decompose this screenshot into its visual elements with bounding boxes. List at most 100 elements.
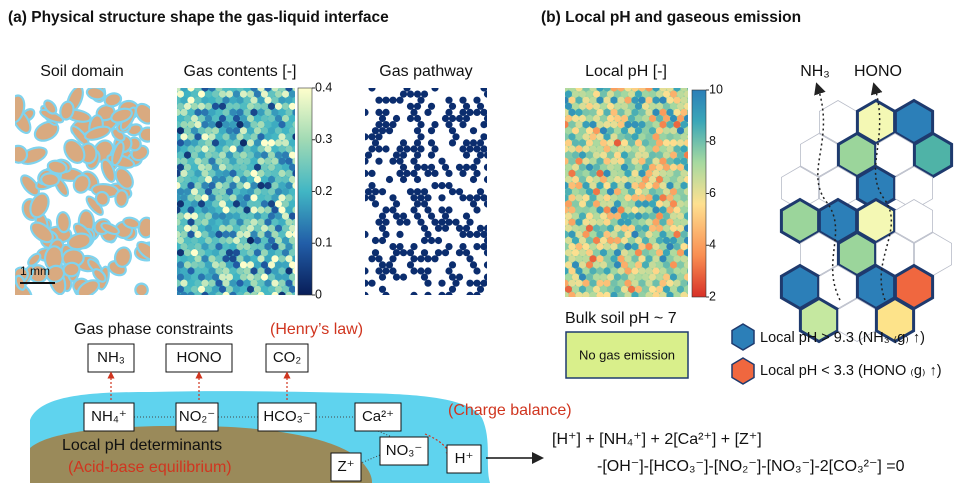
- cell: [572, 91, 579, 98]
- cell: [361, 280, 368, 287]
- cell: [289, 139, 296, 146]
- cell: [684, 213, 691, 220]
- cell: [229, 133, 236, 140]
- cell: [607, 176, 614, 183]
- species: NO₂⁻: [179, 408, 215, 425]
- cell: [407, 115, 414, 122]
- cell: [410, 170, 417, 177]
- cell: [635, 274, 642, 281]
- cell: [645, 206, 652, 213]
- cell: [614, 139, 621, 146]
- cell: [621, 213, 628, 220]
- cell: [184, 103, 191, 110]
- cell: [229, 231, 236, 238]
- cell: [617, 121, 624, 128]
- cell: [610, 255, 617, 262]
- cell: [208, 267, 215, 274]
- cell: [261, 115, 268, 122]
- cell: [624, 133, 631, 140]
- cell: [666, 280, 673, 287]
- cell: [631, 97, 638, 104]
- cell: [656, 213, 663, 220]
- cell: [285, 109, 292, 116]
- cell: [372, 139, 379, 146]
- cell: [261, 139, 268, 146]
- cell: [638, 182, 645, 189]
- cell: [229, 170, 236, 177]
- cell: [565, 225, 572, 232]
- cell: [589, 194, 596, 201]
- cell: [680, 133, 687, 140]
- cell: [652, 194, 659, 201]
- cell: [586, 103, 593, 110]
- cell: [414, 176, 421, 183]
- cell: [268, 237, 275, 244]
- cell: [575, 84, 582, 91]
- cell: [621, 164, 628, 171]
- tick-label: 0.4: [315, 80, 332, 94]
- cell: [659, 133, 666, 140]
- cell: [264, 133, 271, 140]
- cell: [361, 133, 368, 140]
- cell: [282, 213, 289, 220]
- cell: [247, 188, 254, 195]
- cell: [659, 206, 666, 213]
- cell: [282, 152, 289, 159]
- cell: [208, 133, 215, 140]
- cell: [589, 170, 596, 177]
- cell: [233, 176, 240, 183]
- cell: [375, 97, 382, 104]
- cell: [452, 280, 459, 287]
- cell: [201, 145, 208, 152]
- cell: [173, 170, 180, 177]
- cell: [271, 109, 278, 116]
- cell: [663, 164, 670, 171]
- cell: [177, 261, 184, 268]
- cell: [282, 164, 289, 171]
- cell: [421, 225, 428, 232]
- cell: [428, 139, 435, 146]
- cell: [250, 121, 257, 128]
- cell: [480, 84, 487, 91]
- cell: [275, 188, 282, 195]
- cell: [561, 97, 568, 104]
- cell: [375, 133, 382, 140]
- cell: [229, 280, 236, 287]
- cell: [624, 267, 631, 274]
- cell: [219, 213, 226, 220]
- cell: [631, 84, 638, 91]
- cell: [642, 188, 649, 195]
- cell: [614, 127, 621, 134]
- cell: [257, 121, 264, 128]
- cell: [261, 237, 268, 244]
- cell: [635, 91, 642, 98]
- cell: [229, 121, 236, 128]
- cell: [410, 292, 417, 299]
- cell: [278, 231, 285, 238]
- cell: [240, 127, 247, 134]
- cell: [572, 176, 579, 183]
- cell: [614, 213, 621, 220]
- cell: [568, 231, 575, 238]
- section-note: (Charge balance): [448, 402, 572, 419]
- cell: [607, 152, 614, 159]
- cell: [631, 194, 638, 201]
- cell: [589, 280, 596, 287]
- cell: [289, 127, 296, 134]
- cell: [278, 170, 285, 177]
- cell: [177, 164, 184, 171]
- cell: [677, 261, 684, 268]
- cell: [240, 115, 247, 122]
- cell: [414, 152, 421, 159]
- panel-title: (b) Local pH and gaseous emission: [541, 9, 801, 26]
- cell: [593, 286, 600, 293]
- cell: [243, 280, 250, 287]
- cell: [254, 213, 261, 220]
- cell: [473, 109, 480, 116]
- cell: [652, 97, 659, 104]
- cell: [414, 188, 421, 195]
- cell: [240, 237, 247, 244]
- cell: [487, 84, 494, 91]
- cell: [642, 237, 649, 244]
- cell: [603, 97, 610, 104]
